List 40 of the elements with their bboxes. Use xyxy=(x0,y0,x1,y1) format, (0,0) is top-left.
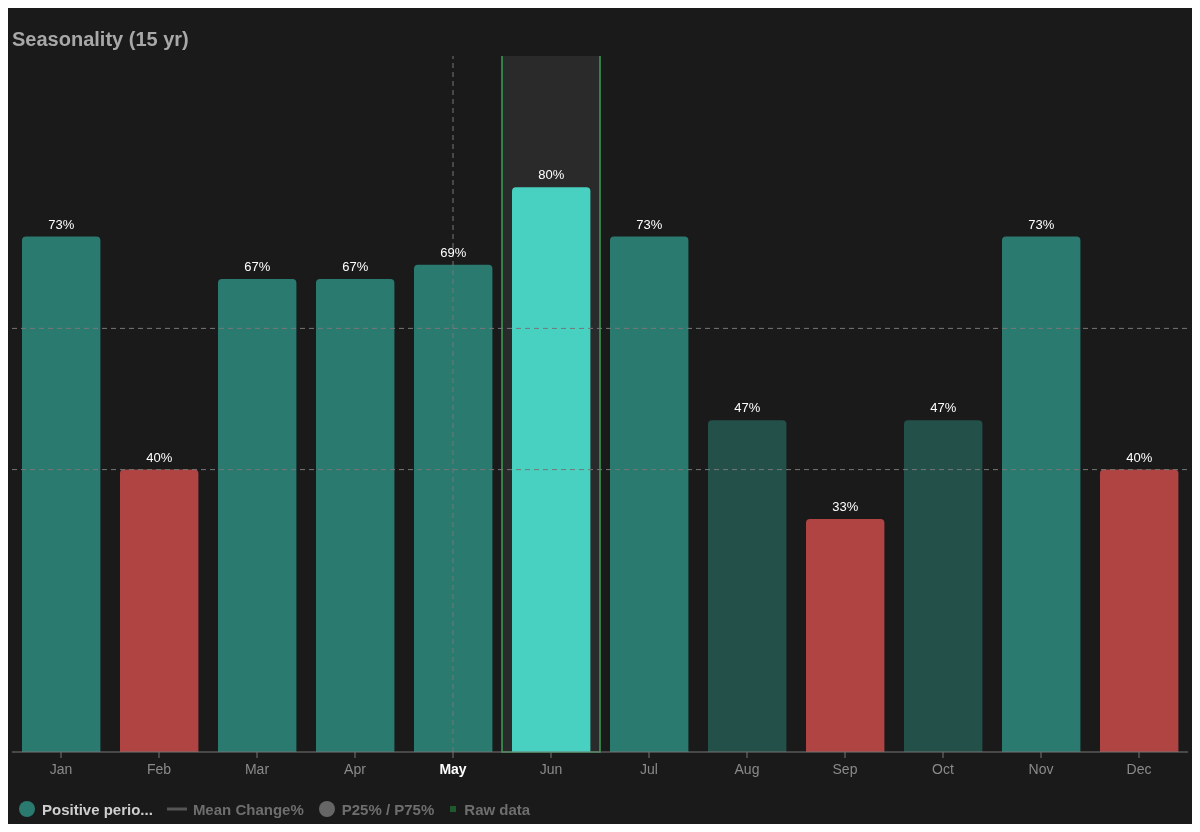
x-tick-label: Nov xyxy=(1028,761,1054,777)
data-label: 47% xyxy=(734,400,761,416)
data-label: 47% xyxy=(930,400,957,416)
data-label: 80% xyxy=(538,167,565,183)
bar xyxy=(904,420,983,752)
legend-label: Mean Change% xyxy=(192,800,304,818)
bar xyxy=(1002,236,1081,752)
data-label: 33% xyxy=(832,499,859,515)
bar xyxy=(708,420,787,752)
x-tick-label: Jul xyxy=(640,761,658,777)
data-label: 40% xyxy=(1126,449,1153,465)
bar xyxy=(1100,469,1179,752)
x-tick-label: Jun xyxy=(539,761,563,777)
bar xyxy=(120,469,199,752)
x-tick-label: Sep xyxy=(832,761,858,777)
bar xyxy=(22,236,101,752)
x-tick-label: Jan xyxy=(49,761,73,777)
data-label: 73% xyxy=(1028,216,1055,232)
x-tick-label: Mar xyxy=(244,761,270,777)
bar xyxy=(316,278,395,752)
data-label: 67% xyxy=(244,258,271,274)
bar xyxy=(806,519,885,752)
x-tick-label: May xyxy=(439,761,467,777)
data-label: 69% xyxy=(440,244,467,260)
legend-label: P25% / P75% xyxy=(341,800,435,818)
bar xyxy=(414,264,493,752)
x-tick-label: Oct xyxy=(932,761,954,777)
data-label: 67% xyxy=(342,258,369,274)
x-tick-label: Apr xyxy=(344,761,367,777)
x-tick-label: Aug xyxy=(734,761,760,777)
x-tick-label: Dec xyxy=(1126,761,1152,777)
chart-title: Seasonality (15 yr) xyxy=(11,27,190,52)
bar xyxy=(218,278,297,752)
legend-label: Positive perio... xyxy=(42,800,153,818)
legend-label: Raw data xyxy=(464,800,531,818)
bar xyxy=(610,236,689,752)
data-label: 40% xyxy=(146,449,173,465)
data-label: 73% xyxy=(48,216,75,232)
data-label: 73% xyxy=(636,216,663,232)
x-tick-label: Feb xyxy=(146,761,172,777)
